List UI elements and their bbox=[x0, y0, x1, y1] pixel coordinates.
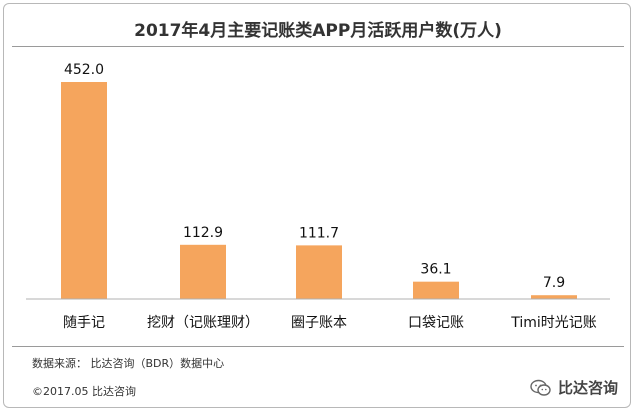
copyright-note: ©2017.05 比达咨询 bbox=[32, 385, 136, 398]
value-label-4: 7.9 bbox=[543, 275, 565, 291]
watermark: 比达咨询 bbox=[530, 377, 618, 398]
source-note: 数据来源： 比达咨询（BDR）数据中心 bbox=[32, 357, 225, 370]
bar-2 bbox=[296, 245, 342, 299]
category-label-0: 随手记 bbox=[63, 315, 105, 331]
chart-frame bbox=[3, 3, 631, 408]
value-label-2: 111.7 bbox=[299, 225, 339, 241]
bar-4 bbox=[531, 295, 577, 299]
category-label-2: 圈子账本 bbox=[291, 315, 347, 331]
category-label-1: 挖财（记账理财） bbox=[147, 315, 259, 331]
bar-1 bbox=[180, 244, 226, 299]
bar-0 bbox=[61, 82, 107, 299]
footer-divider bbox=[12, 346, 624, 347]
labels-group: 452.0 随手记 112.9 挖财（记账理财） 111.7 圈子账本 36.1 口袋记账 7.… bbox=[63, 62, 597, 331]
bar-3 bbox=[413, 281, 459, 299]
category-label-4: Timi时光记账 bbox=[510, 315, 597, 331]
value-label-0: 452.0 bbox=[64, 62, 104, 78]
title-divider bbox=[12, 46, 624, 47]
value-label-1: 112.9 bbox=[183, 225, 223, 241]
value-label-3: 36.1 bbox=[420, 262, 451, 278]
chart-title: 2017年4月主要记账类APP月活跃用户数(万人) bbox=[134, 21, 502, 41]
wechat-icon bbox=[530, 379, 551, 396]
bars-group bbox=[61, 82, 577, 299]
category-label-3: 口袋记账 bbox=[408, 315, 464, 331]
watermark-text: 比达咨询 bbox=[557, 379, 618, 397]
